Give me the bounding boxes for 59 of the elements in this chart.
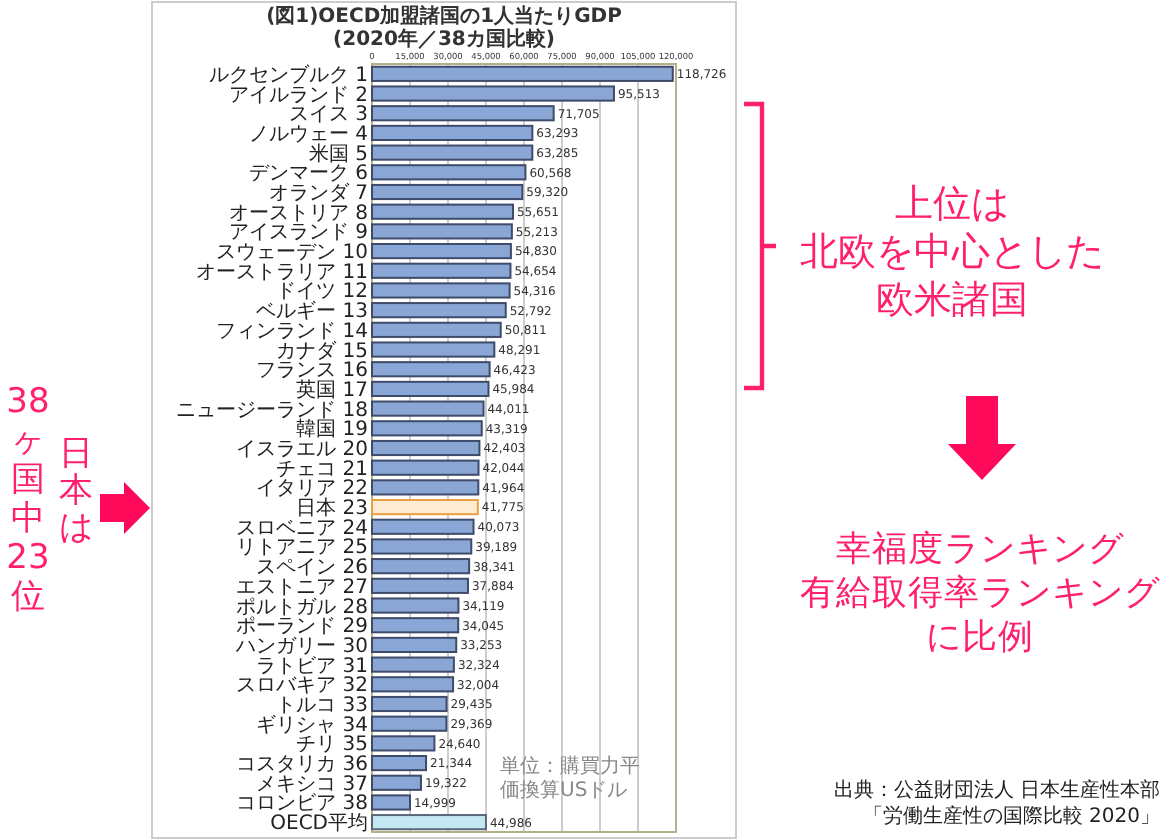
- y-tick-label: スペイン 26: [256, 557, 368, 580]
- y-tick-label: イタリア 22: [256, 478, 368, 501]
- y-tick-label: エストニア 27: [236, 576, 368, 599]
- y-tick-label: チリ 35: [296, 734, 368, 757]
- bar: [371, 242, 512, 260]
- source-note: 出典：公益財団法人 日本生産性本部「労働生産性の国際比較 2020」: [833, 778, 1160, 828]
- text: 有給取得率ランキング: [800, 572, 1162, 614]
- y-tick-label: ドイツ 12: [276, 281, 368, 304]
- y-tick-label: 英国 17: [296, 377, 368, 402]
- y-tick-label: スロバキア 32: [236, 675, 368, 698]
- y-tick-label: コスタリカ 36: [236, 754, 368, 777]
- y-tick-label: オランダ 7: [268, 181, 368, 205]
- text: 北欧を中心とした: [800, 230, 1104, 274]
- y-tick-label: ポルトガル 28: [236, 596, 368, 619]
- y-tick-label: アイスランド 9: [228, 222, 368, 245]
- bar: [371, 380, 490, 398]
- y-tick-label: スウェーデン 10: [216, 242, 368, 265]
- bar: [371, 695, 448, 713]
- y-tick-label: デンマーク 6: [248, 163, 368, 186]
- bar: [371, 814, 487, 831]
- y-tick-label: カナダ 15: [276, 338, 368, 363]
- text: 上位は: [895, 182, 1009, 226]
- text: に比例: [926, 618, 1034, 658]
- bar: [371, 754, 428, 772]
- y-tick-label: ベルギー 13: [256, 299, 368, 324]
- y-tick-label: メキシコ 37: [256, 773, 368, 796]
- y-tick-label: ハンガリー 30: [234, 635, 368, 658]
- y-tick-label: トルコ 33: [276, 695, 368, 717]
- y-tick-label: 米国 5: [308, 141, 368, 166]
- y-tick-label: アイルランド 2: [228, 84, 368, 107]
- y-tick-label: コロンビア 38: [236, 793, 368, 816]
- bar: [371, 636, 458, 654]
- y-tick-label: リトアニア 25: [236, 537, 368, 560]
- y-tick-label: 日本 23: [296, 496, 368, 521]
- y-tick-label: 韓国 19: [296, 417, 368, 442]
- chart-subtitle: (2020年／38カ国比較): [333, 27, 555, 51]
- y-tick-label: ノルウェー 4: [248, 123, 368, 146]
- y-tick-label: オーストリア 8: [228, 202, 368, 225]
- y-tick-label: スロベニア 24: [236, 517, 368, 540]
- y-tick-label: ルクセンブルク 1: [208, 62, 368, 87]
- y-tick-label: フィンランド 14: [216, 320, 368, 343]
- y-tick-label: ポーランド 29: [236, 616, 368, 639]
- bar: [371, 124, 534, 142]
- bar: [371, 183, 524, 201]
- y-tick-label: オーストラリア 11: [196, 261, 368, 284]
- y-tick-label: スイス 3: [288, 104, 368, 127]
- y-tick-label: ギリシャ 34: [256, 712, 368, 737]
- chart-title: (図1)OECD加盟諸国の1人当たりGDP: [266, 4, 622, 28]
- text: 幸福度ランキング: [836, 528, 1126, 570]
- text: 38ヶ国中23位: [6, 382, 50, 617]
- text: 欧米諸国: [876, 278, 1028, 322]
- bar: [371, 439, 481, 457]
- y-tick-label: ラトビア 31: [256, 655, 368, 678]
- y-tick-label: OECD平均: [270, 811, 368, 836]
- text: 日本は: [59, 434, 93, 548]
- annotation: 単位：購買力平価換算USドル: [500, 754, 640, 802]
- y-tick-label: チェコ 21: [276, 458, 368, 481]
- bar: [371, 498, 479, 516]
- y-tick-label: イスラエル 20: [236, 439, 368, 461]
